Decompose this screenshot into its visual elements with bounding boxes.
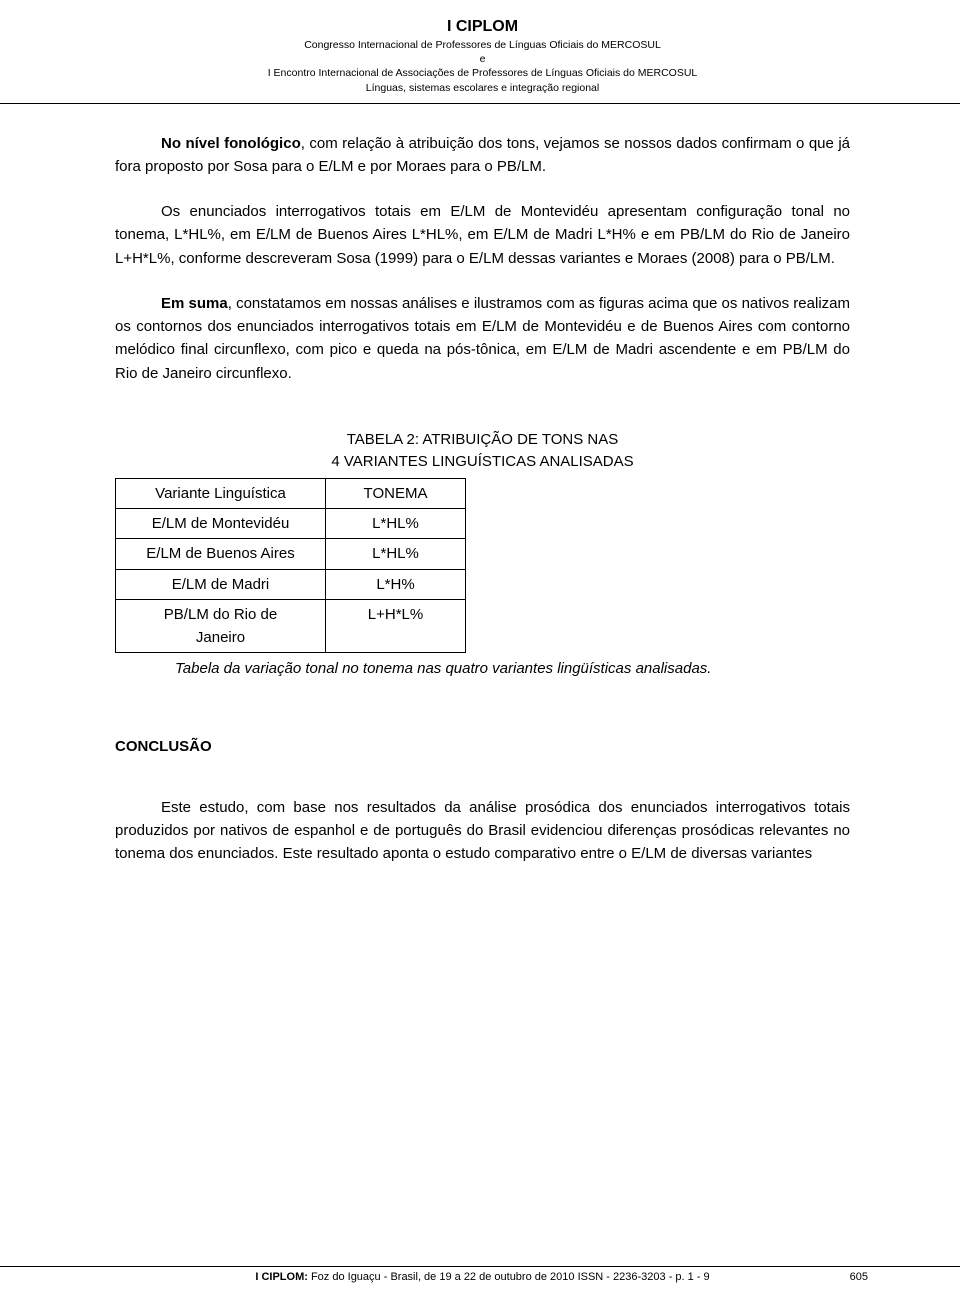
paragraph-2: Os enunciados interrogativos totais em E… [115, 200, 850, 270]
th-variant: Variante Linguística [116, 478, 326, 508]
table-header-row: Variante Linguística TONEMA [116, 478, 466, 508]
table-row: E/LM de Madri L*H% [116, 569, 466, 599]
cell-tonema: L*H% [326, 569, 466, 599]
footer-text: I CIPLOM: Foz do Iguaçu - Brasil, de 19 … [115, 1271, 850, 1283]
page-footer: I CIPLOM: Foz do Iguaçu - Brasil, de 19 … [0, 1266, 960, 1283]
cell-variant-line1: PB/LM do Rio de [164, 606, 277, 623]
footer-rest: Foz do Iguaçu - Brasil, de 19 a 22 de ou… [311, 1271, 710, 1283]
table-row: PB/LM do Rio de Janeiro L+H*L% [116, 599, 466, 653]
paragraph-3: Em suma, constatamos em nossas análises … [115, 292, 850, 385]
table-row: E/LM de Montevidéu L*HL% [116, 509, 466, 539]
body-content: No nível fonológico, com relação à atrib… [115, 132, 850, 866]
p3-lead: Em suma [161, 295, 228, 312]
table-caption: Tabela da variação tonal no tonema nas q… [115, 657, 850, 680]
tone-table: Variante Linguística TONEMA E/LM de Mont… [115, 478, 466, 654]
table-title: TABELA 2: ATRIBUIÇÃO DE TONS NAS 4 VARIA… [115, 429, 850, 474]
section-heading-conclusion: CONCLUSÃO [115, 735, 850, 758]
table-title-line2: 4 VARIANTES LINGUÍSTICAS ANALISADAS [115, 451, 850, 474]
p1-lead: No nível fonológico [161, 135, 301, 152]
th-tonema: TONEMA [326, 478, 466, 508]
header-line-1: Congresso Internacional de Professores d… [115, 38, 850, 52]
cell-variant: E/LM de Montevidéu [116, 509, 326, 539]
header-line-3: I Encontro Internacional de Associações … [115, 66, 850, 80]
page-header: I CIPLOM Congresso Internacional de Prof… [115, 18, 850, 95]
cell-variant: E/LM de Madri [116, 569, 326, 599]
cell-variant: PB/LM do Rio de Janeiro [116, 599, 326, 653]
header-line-2: e [115, 52, 850, 66]
table-row: E/LM de Buenos Aires L*HL% [116, 539, 466, 569]
cell-variant: E/LM de Buenos Aires [116, 539, 326, 569]
cell-variant-line2: Janeiro [196, 629, 245, 646]
cell-tonema: L*HL% [326, 509, 466, 539]
paragraph-1: No nível fonológico, com relação à atrib… [115, 132, 850, 179]
table-title-line1: TABELA 2: ATRIBUIÇÃO DE TONS NAS [115, 429, 850, 452]
header-title: I CIPLOM [115, 18, 850, 36]
header-line-4: Línguas, sistemas escolares e integração… [115, 81, 850, 95]
cell-tonema: L+H*L% [326, 599, 466, 653]
footer-lead: I CIPLOM: [255, 1271, 311, 1283]
page-number: 605 [850, 1271, 868, 1283]
cell-tonema: L*HL% [326, 539, 466, 569]
footer-rule [0, 1266, 960, 1267]
header-rule [0, 103, 960, 104]
conclusion-paragraph: Este estudo, com base nos resultados da … [115, 796, 850, 866]
